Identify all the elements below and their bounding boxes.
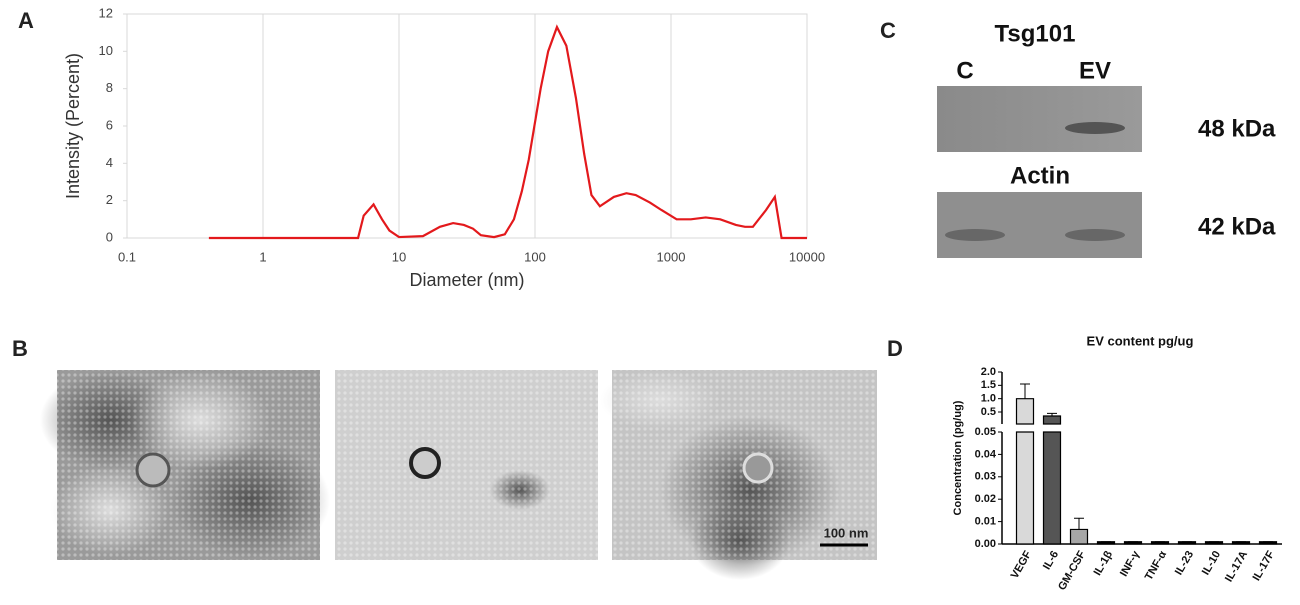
- bar: [1231, 541, 1251, 545]
- y-tick-label: 4: [106, 155, 113, 170]
- x-tick-label: 1: [259, 249, 266, 264]
- bar: [1204, 541, 1224, 545]
- band: [1065, 122, 1125, 134]
- micrograph: [40, 370, 330, 560]
- x-tick-label: IL-17F: [1251, 549, 1278, 583]
- y-tick-label: 0.05: [975, 426, 996, 438]
- bar: [1069, 528, 1089, 545]
- y-tick-label: 0: [106, 229, 113, 244]
- y-tick-label: 10: [99, 43, 113, 58]
- bar: [1096, 541, 1116, 545]
- lane-label: EV: [1079, 57, 1111, 84]
- y-tick-label: 0.5: [981, 406, 996, 418]
- x-tick-label: 10: [392, 249, 406, 264]
- y-tick-label: 0.00: [975, 538, 996, 550]
- y-axis-label: Intensity (Percent): [63, 53, 83, 199]
- y-tick-label: 12: [99, 5, 113, 20]
- x-tick-label: 0.1: [118, 249, 136, 264]
- band: [945, 229, 1005, 241]
- y-tick-label: 1.0: [981, 393, 996, 405]
- y-tick-label: 1.5: [981, 379, 996, 391]
- bar: [1177, 541, 1197, 545]
- x-tick-label: 10000: [789, 249, 825, 264]
- y-tick-label: 0.02: [975, 493, 996, 505]
- panel-label: D: [887, 336, 903, 361]
- bar: [1015, 398, 1035, 545]
- bar: [1123, 541, 1143, 545]
- error-bar: [1020, 383, 1030, 399]
- y-tick-label: 0.01: [975, 516, 996, 528]
- x-tick-label: VEGF: [1009, 549, 1035, 581]
- y-tick-label: 2: [106, 192, 113, 207]
- micrograph: [335, 370, 598, 560]
- panel-label: C: [880, 18, 896, 43]
- y-tick-label: 0.04: [975, 448, 997, 460]
- band: [1065, 229, 1125, 241]
- x-tick-label: IL-23: [1173, 549, 1196, 577]
- blot-title: Tsg101: [995, 20, 1076, 47]
- scale-bar-label: 100 nm: [824, 525, 869, 540]
- blot-title: Actin: [1010, 162, 1070, 189]
- x-tick-label: TNF-α: [1143, 549, 1169, 583]
- y-tick-label: 2.0: [981, 366, 996, 378]
- panel-label: A: [18, 8, 34, 33]
- line: [208, 24, 807, 240]
- y-tick-label: 8: [106, 80, 113, 95]
- x-tick-label: IL-17A: [1223, 549, 1250, 584]
- error-bar: [1047, 412, 1057, 416]
- x-axis-label: Diameter (nm): [409, 270, 524, 290]
- plot-frame: [126, 13, 808, 239]
- bar: [1150, 541, 1170, 545]
- chart-title: EV content pg/ug: [1087, 333, 1194, 348]
- x-tick-label: IL-6: [1041, 549, 1061, 572]
- error-bar: [1074, 517, 1084, 530]
- micrograph: 100 nm: [600, 370, 877, 580]
- y-tick-label: 0.03: [975, 471, 996, 483]
- bar: [1258, 541, 1278, 545]
- y-tick-label: 6: [106, 117, 113, 132]
- y-axis-label: Concentration (pg/ug): [952, 400, 964, 515]
- x-tick-label: IL-1β: [1092, 549, 1116, 578]
- blot: [937, 86, 1142, 152]
- x-tick-label: 100: [524, 249, 546, 264]
- x-tick-label: INF-γ: [1118, 548, 1143, 579]
- x-tick-label: 1000: [657, 249, 686, 264]
- size-label: 42 kDa: [1198, 213, 1276, 240]
- lane-label: C: [956, 57, 973, 84]
- panel-label: B: [12, 336, 28, 361]
- bar: [1042, 415, 1062, 545]
- blot: [937, 192, 1142, 258]
- x-tick-label: IL-10: [1200, 549, 1223, 577]
- size-label: 48 kDa: [1198, 115, 1276, 142]
